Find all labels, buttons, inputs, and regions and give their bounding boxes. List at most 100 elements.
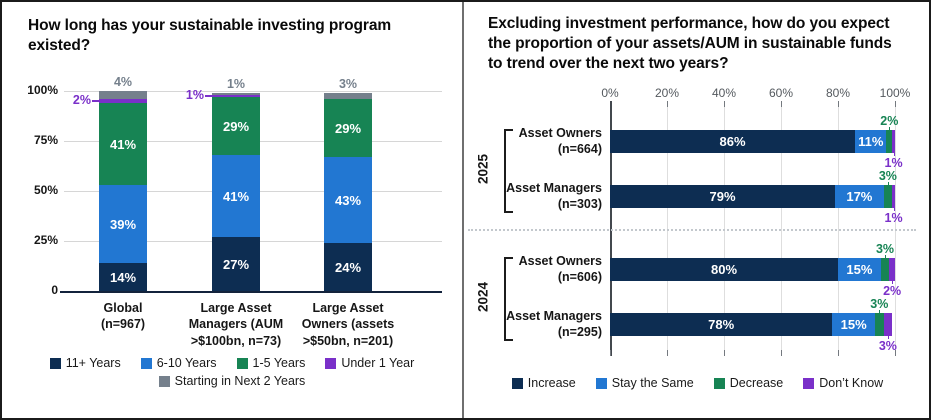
legend-label: Don’t Know [819,376,884,390]
legend-swatch-icon [49,357,61,369]
segment-outside-label-below: 1% [884,156,903,170]
bar-segment-navy: 24% [324,243,372,291]
left-chart-legend: 11+ Years 6-10 Years 1-5 Years Under 1 Year… [2,356,462,388]
row-label: Asset Managers (n=303) [506,180,602,211]
legend-item: 1-5 Years [236,356,306,370]
bar-segment-green [880,258,890,281]
callout-tick [879,310,881,313]
bar-segment-purple [212,95,260,97]
x-axis-tick-label: 40% [711,86,737,100]
tenure-chart-panel: How long has your sustainable investing … [2,2,462,418]
bar-segment-navy: 14% [99,263,147,291]
legend-swatch-icon [511,377,523,389]
axis-top-tick [724,101,725,107]
segment-outside-label-below: 2% [883,284,902,298]
segment-top-label: 3% [338,77,358,91]
right-chart-legend: Increase Stay the Same Decrease Don’t Know [464,376,929,390]
bar-segment-green [875,313,884,336]
y-axis-tick-label: 50% [33,183,58,197]
gridline [64,91,442,92]
callout-line [205,95,212,97]
axis-bottom-tick [895,350,896,356]
row-label: Asset Managers (n=295) [506,308,602,339]
category-label: Global (n=967) [100,301,146,332]
bar-segment-navy: 27% [212,237,260,291]
bar-segment-navy: 79% [610,185,836,208]
bar-segment-navy: 80% [610,258,838,281]
bar-segment-green [886,130,893,153]
legend-label: Decrease [729,376,784,390]
legend-label: Starting in Next 2 Years [174,374,306,388]
axis-bottom-tick [667,350,668,356]
bar-segment-blue: 41% [212,155,260,237]
bar-segment-purple [892,185,895,208]
legend-row: Starting in Next 2 Years [158,374,306,388]
legend-item: 6-10 Years [140,356,217,370]
axis-top-tick [895,101,896,107]
x-axis-tick-label: 60% [768,86,794,100]
group-year-label: 2025 [475,153,491,185]
segment-top-label: 1% [226,77,246,91]
bar-segment-navy: 86% [610,130,856,153]
callout-tick [889,127,891,130]
category-label: Large Asset Owners (assets >$50bn, n=201… [301,301,395,348]
bar-segment-blue: 17% [835,185,884,208]
legend-label: Increase [527,376,576,390]
bar-segment-purple [889,258,895,281]
segment-outside-label-below: 1% [884,211,903,225]
segment-outside-label-above: 3% [878,169,897,183]
bar-segment-blue: 43% [324,157,372,243]
y-axis-tick-label: 75% [33,133,58,147]
x-axis-tick-label: 0% [601,86,619,100]
group-year-label: 2024 [475,281,491,313]
axis-top-tick [667,101,668,107]
x-axis-tick-label: 20% [654,86,680,100]
callout-tick [887,336,889,339]
group-bracket [504,129,513,213]
callout-tick [893,208,895,211]
left-chart-title: How long has your sustainable investing … [28,17,392,55]
gridline [838,107,839,350]
segment-outside-label-below: 3% [878,339,897,353]
x-axis-tick-label: 80% [825,86,851,100]
axis-bottom-tick [781,350,782,356]
bar-segment-purple [892,130,895,153]
legend-label: 6-10 Years [156,356,217,370]
legend-swatch-icon [713,377,725,389]
legend-label: 1-5 Years [252,356,306,370]
segment-outside-label-above: 3% [875,242,895,256]
legend-swatch-icon [803,377,815,389]
segment-outside-label-above: 2% [880,114,899,128]
segment-top-label: 4% [113,75,133,89]
tenure-stacked-bar-chart: 0 25% 50% 75% 100% 14% 39% 41% 2% 4% Global (n=967… [2,73,462,353]
group-separator-dotted-line [468,229,916,231]
callout-tick [893,153,895,156]
axis-bottom-tick [724,350,725,356]
axis-top-tick [781,101,782,107]
right-chart-title: Excluding investment performance, how do… [488,15,892,73]
legend-swatch-icon [140,357,152,369]
legend-item: Under 1 Year [325,356,414,370]
legend-label: Stay the Same [611,376,694,390]
bar-segment-green [883,185,893,208]
gridline [667,107,668,350]
category-label: Large Asset Managers (AUM >$100bn, n=73) [188,301,284,348]
x-axis-baseline [60,291,442,293]
axis-bottom-tick [838,350,839,356]
y-axis-tick-label: 100% [27,83,58,97]
y-axis-tick-label: 25% [33,233,58,247]
gridline [895,107,896,350]
legend-item: Starting in Next 2 Years [158,374,306,388]
bar-segment-blue: 11% [855,130,887,153]
bar-segment-green: 41% [99,103,147,185]
legend-item: 11+ Years [49,356,121,370]
legend-item: Stay the Same [595,376,694,390]
legend-row: Increase Stay the Same Decrease Don’t Know [511,376,884,390]
segment-outside-label-above: 3% [870,297,889,311]
bar-segment-green: 29% [324,99,372,157]
gridline [724,107,725,350]
y-axis-tick-label: 0 [51,283,58,297]
legend-row: 11+ Years 6-10 Years 1-5 Years Under 1 Year [49,356,414,370]
callout-label: 2% [72,93,91,107]
